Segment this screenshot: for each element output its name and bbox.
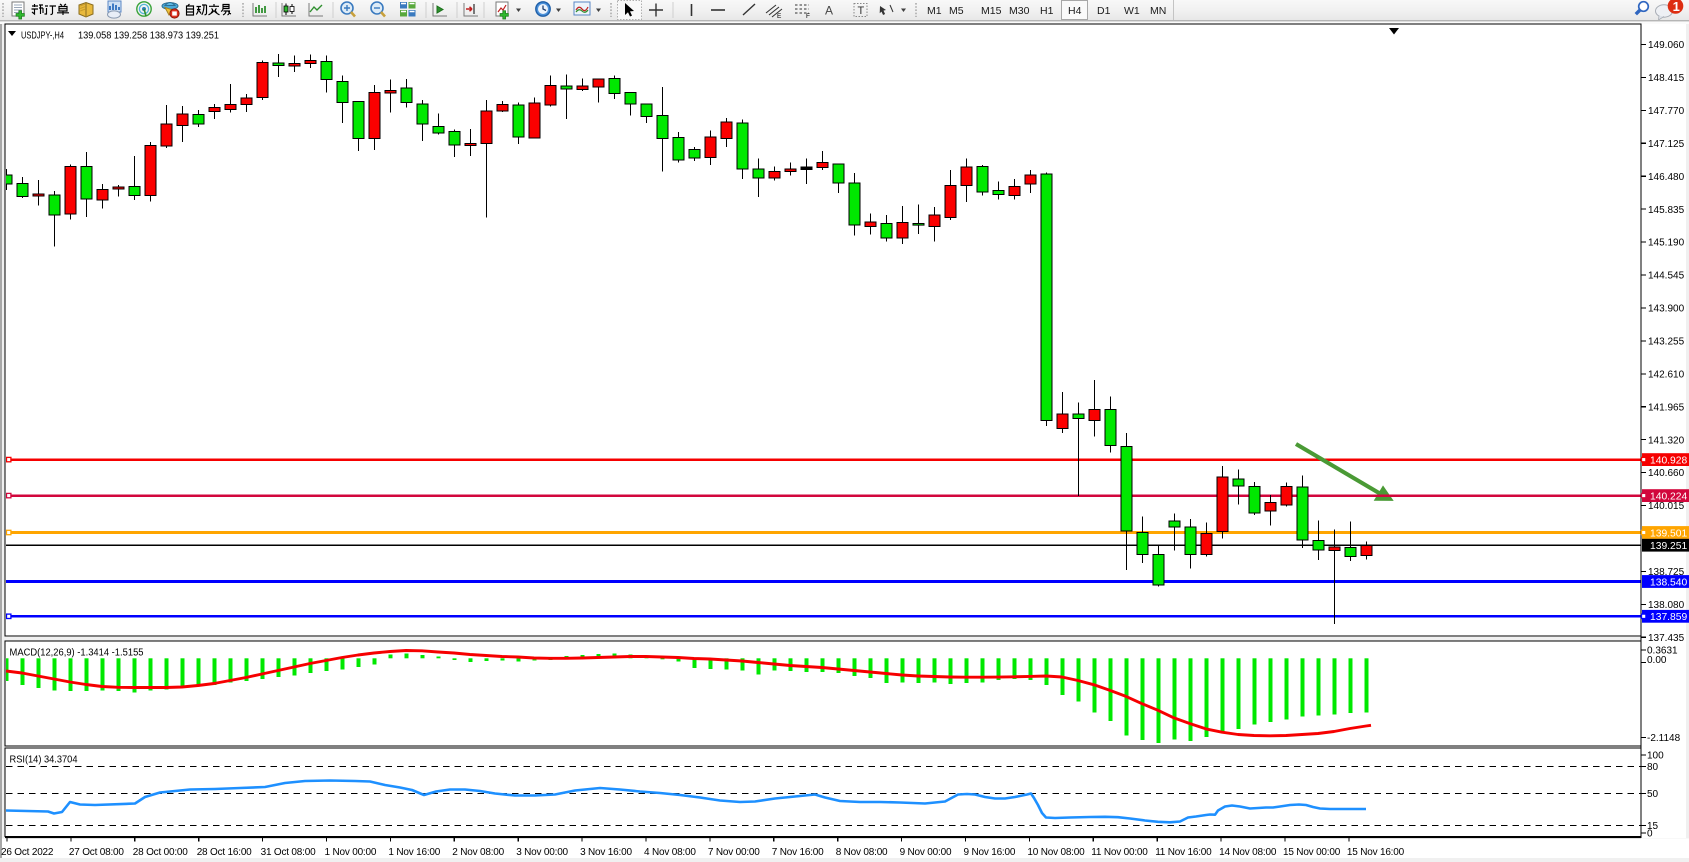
svg-text:0.3631: 0.3631 [1647,646,1678,657]
svg-text:1 Nov 16:00: 1 Nov 16:00 [388,847,440,858]
svg-text:145.835: 145.835 [1648,205,1685,216]
svg-text:2 Nov 08:00: 2 Nov 08:00 [452,847,504,858]
svg-text:141.320: 141.320 [1648,435,1685,446]
svg-text:147.125: 147.125 [1648,139,1685,150]
svg-text:139.501: 139.501 [1650,528,1687,539]
svg-text:F: F [806,13,810,20]
svg-text:M5: M5 [949,5,964,17]
svg-text:H1: H1 [1040,5,1054,17]
svg-text:M1: M1 [927,5,942,17]
svg-text:141.965: 141.965 [1648,402,1685,413]
svg-text:4 Nov 08:00: 4 Nov 08:00 [644,847,696,858]
svg-text:144.545: 144.545 [1648,271,1685,282]
svg-text:T: T [858,5,865,17]
svg-text:143.900: 143.900 [1648,304,1685,315]
svg-text:USDJPY-,H4: USDJPY-,H4 [21,31,64,42]
svg-text:10 Nov 08:00: 10 Nov 08:00 [1027,847,1085,858]
svg-text:A: A [825,4,833,18]
svg-text:1 Nov 00:00: 1 Nov 00:00 [325,847,377,858]
svg-text:146.480: 146.480 [1648,172,1685,183]
svg-text:31 Oct 08:00: 31 Oct 08:00 [261,847,316,858]
svg-text:7 Nov 16:00: 7 Nov 16:00 [772,847,824,858]
svg-text:143.255: 143.255 [1648,336,1685,347]
svg-text:138.725: 138.725 [1648,567,1685,578]
svg-text:139.251: 139.251 [1650,541,1687,552]
svg-text:137.859: 137.859 [1650,612,1687,623]
svg-text:RSI(14) 34.3704: RSI(14) 34.3704 [10,755,78,766]
svg-text:D1: D1 [1097,5,1111,17]
svg-text:8 Nov 08:00: 8 Nov 08:00 [836,847,888,858]
svg-text:140.928: 140.928 [1650,455,1687,466]
svg-text:E: E [777,13,782,20]
svg-text:W1: W1 [1124,5,1140,17]
svg-text:9 Nov 00:00: 9 Nov 00:00 [900,847,952,858]
svg-text:100: 100 [1647,751,1664,762]
svg-text:M15: M15 [981,5,1002,17]
svg-text:15: 15 [1647,821,1659,832]
svg-text:MN: MN [1150,5,1166,17]
svg-text:145.190: 145.190 [1648,238,1685,249]
svg-text:26 Oct 2022: 26 Oct 2022 [1,847,54,858]
svg-text:14 Nov 08:00: 14 Nov 08:00 [1219,847,1277,858]
svg-text:149.060: 149.060 [1648,40,1685,51]
svg-text:147.770: 147.770 [1648,106,1685,117]
svg-text:140.660: 140.660 [1648,468,1685,479]
svg-text:80: 80 [1647,762,1659,773]
svg-text:H4: H4 [1068,5,1082,17]
svg-text:0.00: 0.00 [1647,655,1667,666]
svg-text:3 Nov 16:00: 3 Nov 16:00 [580,847,632,858]
svg-text:140.224: 140.224 [1650,491,1687,502]
svg-text:138.080: 138.080 [1648,600,1685,611]
svg-text:142.610: 142.610 [1648,369,1685,380]
svg-text:137.435: 137.435 [1648,633,1685,644]
svg-text:-2.1148: -2.1148 [1647,733,1681,744]
svg-text:MACD(12,26,9) -1.3414 -1.5155: MACD(12,26,9) -1.3414 -1.5155 [10,648,144,659]
svg-text:28 Oct 16:00: 28 Oct 16:00 [197,847,252,858]
svg-text:15 Nov 00:00: 15 Nov 00:00 [1283,847,1341,858]
svg-text:27 Oct 08:00: 27 Oct 08:00 [69,847,124,858]
svg-text:3 Nov 00:00: 3 Nov 00:00 [516,847,568,858]
svg-text:11 Nov 00:00: 11 Nov 00:00 [1091,847,1148,858]
svg-text:7 Nov 00:00: 7 Nov 00:00 [708,847,760,858]
svg-text:140.015: 140.015 [1648,501,1685,512]
svg-text:0: 0 [1647,828,1653,839]
svg-text:9 Nov 16:00: 9 Nov 16:00 [964,847,1016,858]
svg-text:M30: M30 [1009,5,1030,17]
svg-text:1: 1 [1673,0,1680,14]
svg-text:139.058 139.258 138.973 139.25: 139.058 139.258 138.973 139.251 [78,31,219,42]
svg-text:148.415: 148.415 [1648,73,1685,84]
svg-text:28 Oct 00:00: 28 Oct 00:00 [133,847,188,858]
svg-text:50: 50 [1647,789,1659,800]
svg-text:11 Nov 16:00: 11 Nov 16:00 [1155,847,1212,858]
svg-text:15 Nov 16:00: 15 Nov 16:00 [1347,847,1405,858]
svg-text:138.540: 138.540 [1650,577,1687,588]
